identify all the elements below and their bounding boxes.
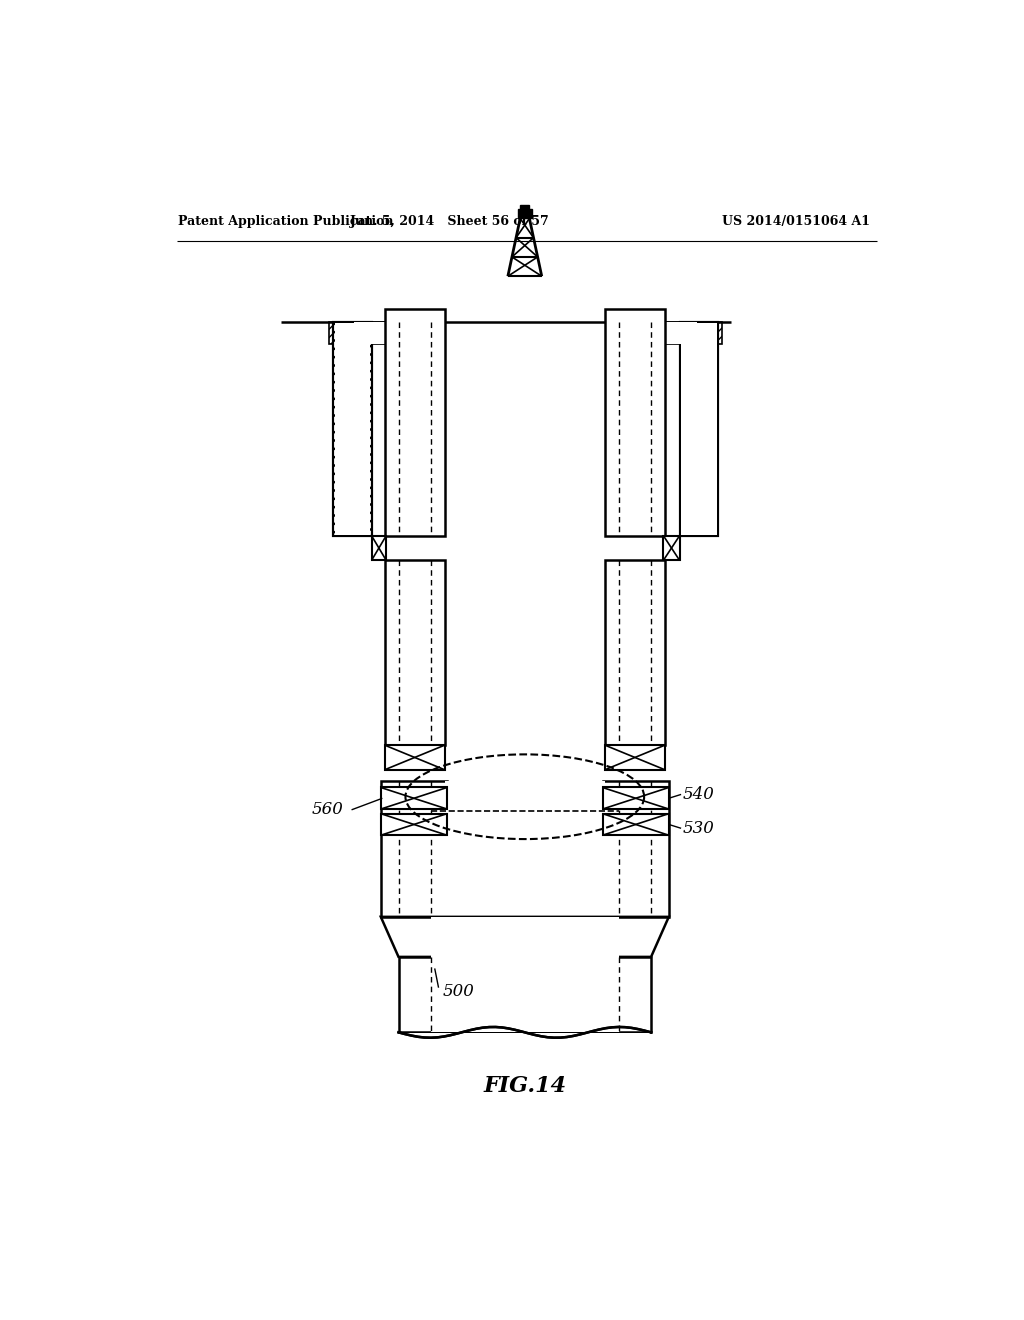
Polygon shape xyxy=(381,917,669,957)
Bar xyxy=(681,323,717,535)
Bar xyxy=(372,536,386,560)
Bar xyxy=(385,744,444,770)
Polygon shape xyxy=(431,917,618,957)
Bar xyxy=(680,322,718,536)
Bar xyxy=(330,322,398,345)
Bar xyxy=(602,788,669,809)
Bar xyxy=(518,209,531,218)
Bar xyxy=(381,813,447,836)
Bar xyxy=(398,957,651,1032)
Text: US 2014/0151064 A1: US 2014/0151064 A1 xyxy=(722,215,869,228)
Text: 500: 500 xyxy=(442,983,474,1001)
Bar xyxy=(605,309,665,536)
Text: 530: 530 xyxy=(683,820,715,837)
Text: 560: 560 xyxy=(311,801,343,818)
Bar xyxy=(381,788,447,809)
Bar xyxy=(333,322,372,536)
Bar xyxy=(385,309,444,536)
Bar xyxy=(431,957,618,1032)
Bar xyxy=(354,322,398,345)
Bar xyxy=(652,322,697,345)
Text: Patent Application Publication: Patent Application Publication xyxy=(178,215,394,228)
Bar xyxy=(335,323,370,535)
Bar xyxy=(385,560,444,744)
Bar xyxy=(664,536,680,560)
Bar xyxy=(605,560,665,744)
Text: FIG.14: FIG.14 xyxy=(483,1074,566,1097)
Bar xyxy=(602,813,669,836)
Bar xyxy=(652,322,722,345)
Bar xyxy=(520,205,529,211)
Bar xyxy=(381,781,447,917)
Bar xyxy=(680,322,718,536)
Bar xyxy=(333,322,372,536)
Bar xyxy=(444,781,605,917)
Text: Jun. 5, 2014   Sheet 56 of 57: Jun. 5, 2014 Sheet 56 of 57 xyxy=(350,215,550,228)
Bar xyxy=(605,744,665,770)
Bar xyxy=(602,781,669,917)
Bar xyxy=(399,1034,650,1044)
Text: 540: 540 xyxy=(683,785,715,803)
